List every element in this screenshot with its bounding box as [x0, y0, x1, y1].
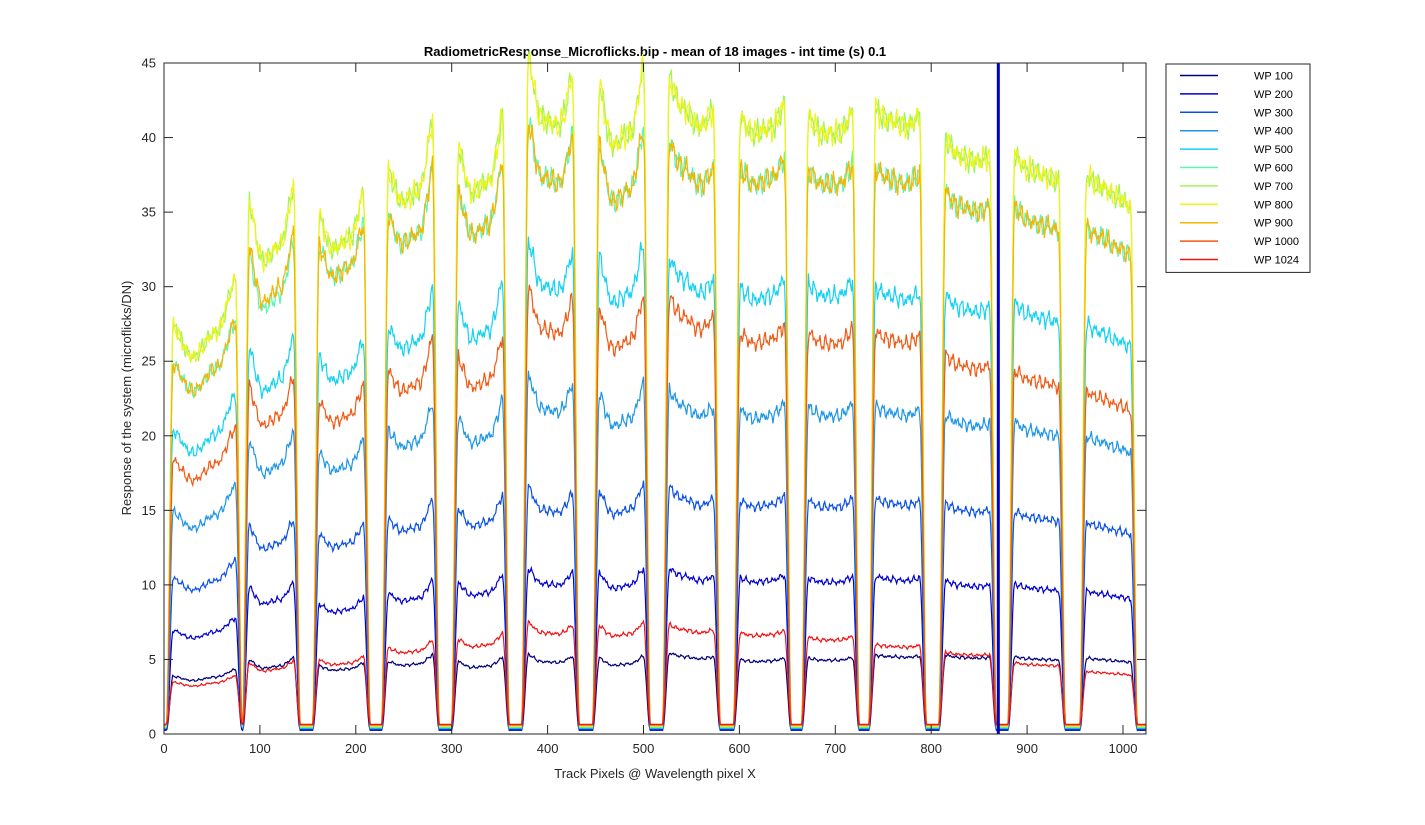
x-tick-label: 100 [249, 741, 271, 756]
legend-entry-label: WP 100 [1254, 71, 1293, 83]
plot-area: 0 100 200 300 400 500 600 700 800 900 1000 0 5 10 15 20… [142, 50, 1147, 756]
series-line-wp-1024 [164, 619, 1146, 726]
x-tick-label: 300 [441, 741, 463, 756]
x-tick-label: 1000 [1109, 741, 1138, 756]
legend-entry-label: WP 1000 [1254, 236, 1299, 248]
y-tick-label: 10 [142, 577, 156, 592]
x-tick-label: 400 [537, 741, 559, 756]
axes-box [163, 62, 1147, 735]
y-tick-label: 0 [149, 727, 156, 742]
x-tick-label: 800 [920, 741, 942, 756]
x-tick-label: 0 [160, 741, 167, 756]
legend-entry-label: WP 200 [1254, 89, 1293, 101]
y-tick-label: 40 [142, 130, 156, 145]
legend-entry-label: WP 1024 [1254, 255, 1299, 267]
series-line-wp-500 [164, 236, 1146, 729]
x-axis-label: Track Pixels @ Wavelength pixel X [554, 766, 756, 781]
legend-entry-label: WP 500 [1254, 144, 1293, 156]
legend-entry-label: WP 900 [1254, 218, 1293, 230]
y-tick-label: 45 [142, 56, 156, 71]
y-tick-label: 30 [142, 279, 156, 294]
y-tick-label: 15 [142, 503, 156, 518]
legend-entry-label: WP 600 [1254, 163, 1293, 175]
axes-background [164, 63, 1146, 734]
legend-entry-label: WP 800 [1254, 199, 1293, 211]
series-line-wp-300 [164, 480, 1146, 730]
x-tick-label: 700 [824, 741, 846, 756]
y-tick-label: 35 [142, 205, 156, 220]
legend-entry-label: WP 400 [1254, 126, 1293, 138]
x-tick-label: 500 [633, 741, 655, 756]
y-tick-label: 25 [142, 354, 156, 369]
chart-title: RadiometricResponse_Microflicks.bip - me… [424, 44, 886, 59]
y-tick-label: 20 [142, 428, 156, 443]
legend: WP 100 WP 200 WP 300 WP 400 WP 500 WP 600 WP 7… [1165, 63, 1311, 273]
x-tick-label: 900 [1016, 741, 1038, 756]
x-tick-label: 200 [345, 741, 367, 756]
x-tick-label: 600 [729, 741, 751, 756]
y-tick-label: 5 [149, 652, 156, 667]
legend-entry-label: WP 300 [1254, 107, 1293, 119]
legend-entry-label: WP 700 [1254, 181, 1293, 193]
y-axis-label: Response of the system (microflicks/DN) [119, 281, 134, 516]
